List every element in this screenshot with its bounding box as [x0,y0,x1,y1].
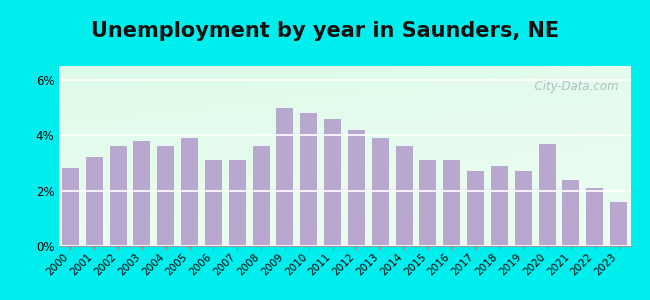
Bar [229,160,246,246]
Bar [276,107,294,246]
Bar [372,138,389,246]
Bar [395,146,413,246]
Bar [515,171,532,246]
Bar [538,143,556,246]
Bar [252,146,270,246]
Bar [467,171,484,246]
Text: Unemployment by year in Saunders, NE: Unemployment by year in Saunders, NE [91,21,559,41]
Bar [610,202,627,246]
Bar [586,188,603,246]
Bar [181,138,198,246]
Bar [300,113,317,246]
Bar [491,166,508,246]
Bar [109,146,127,246]
Bar [157,146,174,246]
Bar [348,130,365,246]
Bar [419,160,437,246]
Bar [324,118,341,246]
Bar [205,160,222,246]
Bar [62,169,79,246]
Bar [133,141,151,246]
Text: City-Data.com: City-Data.com [527,80,619,93]
Bar [86,158,103,246]
Bar [562,179,580,246]
Bar [443,160,460,246]
